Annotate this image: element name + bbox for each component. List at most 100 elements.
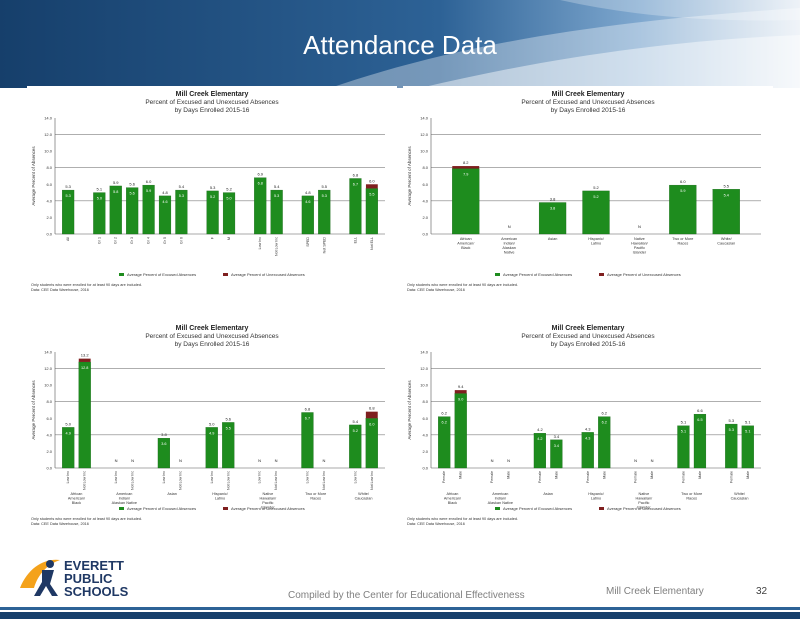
- bar-total-label: 9.4: [458, 384, 464, 389]
- y-tick-label: 10.0: [420, 149, 429, 154]
- bar-total-label: 3.4: [554, 434, 560, 439]
- bar-excused: [126, 187, 139, 235]
- x-tick-label: Low Inc: [114, 471, 118, 484]
- bar-total-label: 5.5: [723, 183, 729, 188]
- bar-excused-label: 5.3: [322, 194, 327, 198]
- bar-excused: [158, 195, 172, 235]
- x-tick-label: Pacific: [634, 246, 645, 250]
- bar-total-label: N: [508, 224, 511, 229]
- y-tick-label: 4.0: [422, 432, 428, 437]
- x-tick-label: Female: [490, 471, 494, 483]
- bar-total-label: N: [634, 458, 637, 463]
- group-label: Islander: [261, 506, 275, 510]
- x-tick-label: Black: [461, 246, 470, 250]
- bar-total-label: 5.1: [745, 420, 751, 425]
- y-tick-label: 10.0: [44, 149, 53, 154]
- x-tick-label: Gr 6: [179, 237, 183, 244]
- group-label: African: [447, 492, 459, 496]
- bar-excused-label: 9.0: [458, 397, 463, 401]
- group-label: Black: [448, 501, 457, 505]
- y-tick-label: 8.0: [422, 399, 428, 404]
- x-tick-label: Not Low Inc: [370, 471, 374, 490]
- bar-excused-label: 5.3: [65, 194, 70, 198]
- bar-total-label: N: [179, 458, 182, 463]
- bar-total-label: 6.8: [305, 406, 311, 411]
- bar-excused-label: 5.1: [681, 430, 686, 434]
- bar-excused-label: 3.6: [161, 442, 166, 446]
- bar-excused: [349, 424, 362, 469]
- group-label: Indian/: [119, 497, 131, 501]
- x-tick-label: American: [501, 237, 517, 241]
- y-axis-label: Average Percent of Absences: [31, 380, 36, 440]
- bar-excused: [206, 190, 219, 235]
- bar-total-label: 6.9: [257, 172, 263, 177]
- chart-title: Mill Creek Elementary: [176, 91, 249, 98]
- bar-excused-label: 5.9: [680, 189, 685, 193]
- footnote: Data: CEE Data Warehouse, 2016: [407, 288, 465, 292]
- bar-excused: [452, 168, 480, 235]
- bar-total-label: 5.4: [179, 184, 185, 189]
- bar-excused-label: 4.6: [162, 200, 167, 204]
- group-label: White/: [734, 492, 746, 496]
- group-label: Pacific: [262, 501, 273, 505]
- bar-unexcused: [454, 390, 467, 394]
- bar-total-label: 5.4: [353, 419, 359, 424]
- bar-total-label: 5.3: [65, 184, 71, 189]
- y-tick-label: 8.0: [46, 165, 52, 170]
- y-tick-label: 12.0: [44, 132, 53, 137]
- x-tick-label: Not Low Inc: [83, 471, 87, 490]
- bar-excused-label: 6.5: [697, 418, 702, 422]
- group-label: Asian: [543, 492, 553, 496]
- bar-excused-label: 5.6: [130, 192, 135, 196]
- x-tick-label: Male: [507, 471, 511, 479]
- bar-excused-label: 5.8: [113, 190, 118, 194]
- logo-line-3: SCHOOLS: [64, 584, 129, 599]
- header-banner: [0, 0, 800, 88]
- bar-total-label: 5.0: [65, 421, 71, 426]
- bar-excused: [109, 185, 122, 235]
- group-label: Alaskan Native: [488, 501, 513, 505]
- group-label: American: [116, 492, 132, 496]
- bar-excused: [205, 427, 218, 469]
- chart-subtitle-2: by Days Enrolled 2015-16: [551, 107, 626, 114]
- x-tick-label: White/: [721, 237, 733, 241]
- bar-excused: [222, 192, 236, 235]
- bar-excused-label: 3.8: [550, 207, 555, 211]
- bar-total-label: 6.6: [697, 408, 703, 413]
- y-tick-label: 2.0: [422, 215, 428, 220]
- legend-label-excused: Average Percent of Excused Absences: [127, 506, 196, 511]
- page-title: Attendance Data: [303, 30, 497, 60]
- chart-subtitle: Percent of Excused and Unexcused Absence…: [521, 333, 655, 340]
- bar-total-label: 5.1: [681, 420, 687, 425]
- chart-title: Mill Creek Elementary: [176, 325, 249, 332]
- legend-label-excused: Average Percent of Excused Absences: [127, 272, 196, 277]
- y-tick-label: 2.0: [422, 449, 428, 454]
- bar-excused-label: 5.2: [353, 429, 358, 433]
- group-label: Alaskan Native: [112, 501, 137, 505]
- group-label: Two or More: [681, 492, 702, 496]
- x-tick-label: Female: [442, 471, 446, 483]
- bar-excused-label: 4.2: [537, 437, 542, 441]
- x-tick-label: African: [460, 237, 472, 241]
- bar-excused-label: 12.8: [81, 366, 88, 370]
- group-label: African: [71, 492, 83, 496]
- y-axis-label: Average Percent of Absences: [407, 380, 412, 440]
- legend-label-excused: Average Percent of Excused Absences: [503, 272, 572, 277]
- bar-total-label: 6.2: [601, 411, 607, 416]
- bar-total-label: 6.0: [369, 178, 375, 183]
- bar-total-label: 5.6: [225, 416, 231, 421]
- bar-total-label: 4.8: [305, 190, 311, 195]
- x-tick-label: Hawaiian/: [631, 242, 649, 246]
- x-tick-label: Not Low Inc: [275, 237, 279, 256]
- legend-swatch-excused: [119, 273, 124, 276]
- bar-excused: [550, 439, 563, 469]
- footnote: Data: CEE Data Warehouse, 2016: [31, 288, 89, 292]
- bar-excused: [222, 422, 235, 469]
- bar-excused: [669, 184, 697, 235]
- bar-excused: [438, 416, 451, 469]
- bar-excused-label: 6.7: [353, 182, 358, 186]
- group-label: Caucasian: [731, 497, 749, 501]
- y-tick-label: 12.0: [420, 366, 429, 371]
- group-label: Latino: [215, 497, 225, 501]
